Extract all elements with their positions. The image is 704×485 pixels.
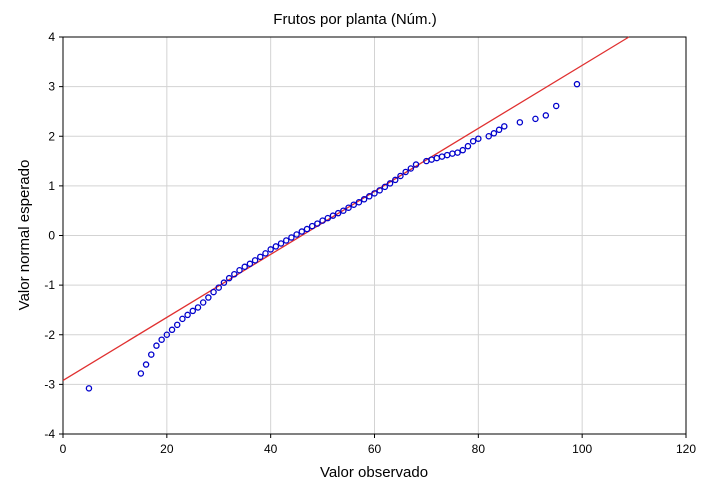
data-point — [257, 253, 264, 261]
y-tick-label: -4 — [44, 427, 55, 441]
data-point — [148, 351, 155, 358]
y-tick-label: 1 — [48, 179, 55, 193]
x-tick-label: 120 — [676, 442, 696, 456]
x-tick-label: 80 — [472, 442, 486, 456]
data-point — [163, 331, 171, 338]
data-point — [173, 321, 181, 329]
data-point — [85, 385, 93, 392]
data-point — [210, 288, 217, 296]
y-tick-label: 4 — [48, 30, 55, 44]
data-point — [272, 243, 280, 250]
data-point — [376, 187, 383, 194]
data-point — [366, 193, 373, 200]
data-point — [469, 137, 477, 145]
data-point — [137, 370, 145, 377]
data-point — [552, 102, 560, 110]
data-point — [251, 257, 259, 264]
data-point — [464, 142, 472, 150]
data-point — [490, 130, 498, 137]
data-point — [334, 209, 342, 217]
data-point — [392, 176, 399, 184]
x-axis-label: Valor observado — [320, 464, 428, 481]
data-point — [459, 146, 467, 154]
data-point — [402, 168, 409, 176]
data-point — [220, 279, 228, 286]
y-tick-label: 2 — [48, 129, 55, 143]
y-tick-label: 0 — [48, 229, 55, 243]
data-point — [573, 80, 581, 88]
y-tick-label: -2 — [44, 328, 55, 342]
data-point — [199, 299, 207, 306]
grid-lines — [63, 37, 686, 434]
data-point — [303, 225, 311, 233]
data-point — [428, 156, 435, 163]
y-tick-label: 3 — [48, 80, 55, 94]
data-points — [85, 80, 581, 392]
data-point — [231, 270, 238, 278]
data-point — [542, 112, 550, 119]
y-tick-label: -1 — [44, 278, 55, 292]
data-point — [329, 212, 337, 219]
data-point — [350, 201, 357, 208]
data-point — [324, 214, 332, 222]
data-point — [282, 237, 290, 244]
data-point — [355, 199, 363, 206]
data-point — [314, 220, 321, 227]
data-point — [298, 228, 306, 235]
y-axis-label: Valor normal esperado — [16, 160, 33, 311]
data-point — [501, 123, 508, 130]
data-point — [516, 119, 524, 126]
data-point — [454, 149, 461, 156]
data-point — [345, 204, 352, 211]
data-point — [340, 207, 347, 214]
data-point — [179, 315, 186, 323]
data-point — [142, 361, 150, 368]
data-point — [236, 266, 243, 274]
data-point — [267, 246, 274, 253]
data-point — [225, 274, 233, 282]
data-point — [532, 115, 539, 123]
data-point — [412, 161, 420, 168]
y-tick-labels: -4 -3 -2 -1 0 1 2 3 4 — [44, 30, 63, 441]
data-point — [288, 234, 295, 241]
data-point — [194, 304, 202, 311]
y-tick-label: -3 — [44, 377, 55, 391]
data-point — [246, 260, 254, 268]
data-point — [215, 284, 222, 291]
data-point — [475, 135, 482, 142]
x-tick-label: 60 — [368, 442, 382, 456]
data-point — [485, 132, 492, 140]
data-point — [205, 294, 212, 301]
data-point — [495, 126, 503, 134]
data-point — [443, 151, 451, 159]
x-tick-label: 20 — [160, 442, 174, 456]
data-point — [381, 183, 389, 191]
data-point — [397, 172, 404, 180]
data-point — [360, 196, 368, 203]
data-point — [262, 250, 269, 257]
x-tick-labels: 0 20 40 60 80 100 120 — [60, 434, 696, 456]
data-point — [158, 336, 165, 343]
data-point — [293, 231, 300, 238]
x-tick-label: 40 — [264, 442, 278, 456]
data-point — [449, 150, 456, 157]
data-point — [386, 180, 394, 187]
x-tick-label: 100 — [572, 442, 592, 456]
data-point — [168, 326, 176, 334]
data-point — [241, 263, 248, 271]
data-point — [371, 190, 378, 197]
data-point — [308, 222, 316, 230]
data-point — [438, 153, 446, 160]
data-point — [184, 311, 191, 319]
chart-title: Frutos por planta (Núm.) — [273, 11, 436, 28]
data-point — [277, 240, 285, 247]
data-point — [433, 154, 441, 162]
data-point — [153, 342, 160, 349]
x-tick-label: 0 — [60, 442, 67, 456]
data-point — [319, 217, 326, 224]
data-point — [189, 307, 197, 315]
data-point — [407, 165, 415, 172]
